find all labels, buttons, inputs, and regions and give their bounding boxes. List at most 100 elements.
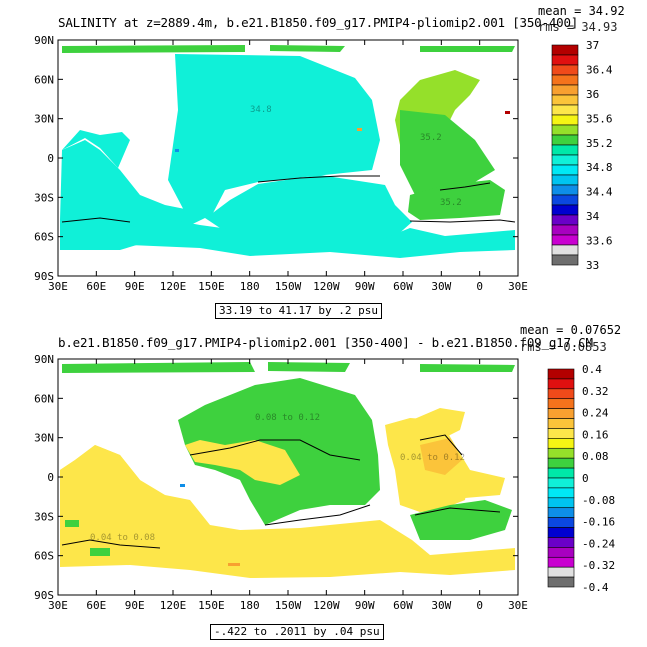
y-tick-label: 30N bbox=[34, 113, 54, 126]
colorbar-label: 0.32 bbox=[582, 385, 609, 398]
colorbar-label: 34 bbox=[586, 210, 600, 223]
colorbar-label: 36.4 bbox=[586, 63, 613, 76]
colorbar-swatch bbox=[547, 527, 575, 538]
colorbar-swatch bbox=[547, 398, 575, 409]
colorbar-swatch bbox=[547, 418, 575, 429]
y-tick-label: 60N bbox=[34, 73, 54, 86]
colorbar-swatch bbox=[547, 447, 575, 459]
colorbar-swatch bbox=[547, 576, 575, 588]
colorbar-swatch bbox=[551, 114, 579, 126]
colorbar-swatch bbox=[551, 104, 579, 116]
south-atlantic-region-1 bbox=[408, 180, 505, 220]
y-tick-label: 60S bbox=[34, 231, 54, 244]
colorbar-swatch bbox=[547, 507, 575, 518]
y-tick-label: 90N bbox=[34, 353, 54, 366]
colorbar-swatch bbox=[551, 174, 579, 186]
range-label-1: 33.19 to 41.17 by .2 psu bbox=[215, 303, 382, 319]
colorbar-label: 34.4 bbox=[586, 186, 613, 199]
colorbar-swatch bbox=[547, 537, 575, 548]
colorbar-swatch bbox=[551, 184, 579, 196]
rms-label-1: rms = 34.93 bbox=[538, 20, 618, 34]
region-value-pacific-2: 0.04 to 0.08 bbox=[90, 533, 155, 543]
x-tick-label: 0 bbox=[476, 599, 483, 612]
colorbar-swatch bbox=[551, 244, 579, 256]
y-tick-label: 30S bbox=[34, 191, 54, 204]
x-tick-label: 60W bbox=[393, 280, 413, 293]
region-value-north-pacific-2: 0.08 to 0.12 bbox=[255, 413, 320, 423]
colorbar-swatch bbox=[551, 194, 579, 206]
map-panel-2 bbox=[60, 362, 515, 578]
x-tick-label: 30W bbox=[431, 280, 451, 293]
colorbar-swatch bbox=[547, 457, 575, 469]
colorbar-label: 34.8 bbox=[586, 161, 613, 174]
y-tick-label: 90N bbox=[34, 34, 54, 47]
colorbar-swatch bbox=[551, 214, 579, 226]
chart-title-2: b.e21.B1850.f09_g17.PMIP4-pliomip2.001 [… bbox=[58, 335, 593, 350]
colorbar-swatch bbox=[551, 84, 579, 96]
x-tick-label: 30E bbox=[508, 280, 528, 293]
colorbar-label: 0.24 bbox=[582, 407, 609, 420]
colorbar-label: -0.16 bbox=[582, 516, 615, 529]
colorbar-label: 0.16 bbox=[582, 428, 609, 441]
colorbar-swatch bbox=[547, 497, 575, 509]
map-panel-1 bbox=[60, 45, 516, 258]
colorbar-label: 37 bbox=[586, 39, 599, 52]
region-value-pacific-1: 34.8 bbox=[250, 105, 272, 115]
x-tick-label: 120W bbox=[313, 599, 340, 612]
x-tick-label: 30E bbox=[48, 599, 68, 612]
x-tick-label: 90W bbox=[355, 599, 375, 612]
colorbar-swatch bbox=[551, 164, 579, 176]
x-tick-label: 60E bbox=[86, 280, 106, 293]
y-tick-label: 0 bbox=[47, 152, 54, 165]
colorbar-swatch bbox=[551, 154, 579, 166]
colorbar-swatch bbox=[551, 74, 579, 86]
chart-title-1: SALINITY at z=2889.4m, b.e21.B1850.f09_g… bbox=[58, 15, 579, 30]
x-tick-label: 150E bbox=[198, 280, 225, 293]
x-tick-label: 0 bbox=[476, 280, 483, 293]
x-tick-label: 30E bbox=[48, 280, 68, 293]
colorbar-label: 0.08 bbox=[582, 450, 609, 463]
colorbar-swatch bbox=[551, 124, 579, 136]
arctic-region-2 bbox=[62, 362, 515, 373]
colorbar-swatch bbox=[551, 94, 579, 106]
colorbar-label: -0.08 bbox=[582, 494, 615, 507]
mean-label-2: mean = 0.07652 bbox=[520, 323, 622, 337]
colorbar-label: 35.2 bbox=[586, 137, 613, 150]
colorbar-swatch bbox=[551, 254, 579, 266]
x-tick-label: 60E bbox=[86, 599, 106, 612]
colorbar-swatch bbox=[551, 64, 579, 76]
x-tick-label: 30W bbox=[431, 599, 451, 612]
colorbar-swatch bbox=[547, 566, 575, 578]
x-tick-label: 150E bbox=[198, 599, 225, 612]
y-tick-label: 90S bbox=[34, 270, 54, 283]
region-value-atlantic-2: 0.04 to 0.12 bbox=[400, 453, 465, 463]
colorbar-swatch bbox=[547, 388, 575, 400]
x-tick-label: 120W bbox=[313, 280, 340, 293]
x-tick-label: 30E bbox=[508, 599, 528, 612]
colorbar-label: 33 bbox=[586, 259, 599, 272]
southern-region-2 bbox=[60, 445, 515, 578]
colorbar-swatch bbox=[547, 487, 575, 499]
colorbar-swatch bbox=[551, 44, 579, 56]
region-value-north-atlantic-1: 35.2 bbox=[420, 133, 442, 143]
colorbar-swatch bbox=[547, 428, 575, 439]
colorbar-swatch bbox=[551, 224, 579, 236]
colorbar-swatch bbox=[551, 134, 579, 146]
colorbar-swatch bbox=[547, 467, 575, 479]
y-tick-label: 30N bbox=[34, 432, 54, 445]
region-value-south-atlantic-1: 35.2 bbox=[440, 198, 462, 208]
colorbar-swatch bbox=[547, 517, 575, 528]
y-tick-label: 0 bbox=[47, 471, 54, 484]
pacific-region-1 bbox=[168, 54, 380, 218]
x-tick-label: 90W bbox=[355, 280, 375, 293]
x-tick-label: 150W bbox=[275, 599, 302, 612]
colorbar-label: 0 bbox=[582, 472, 589, 485]
colorbar-label: 35.6 bbox=[586, 112, 613, 125]
x-tick-label: 180 bbox=[240, 599, 260, 612]
y-tick-label: 60S bbox=[34, 550, 54, 563]
y-tick-label: 60N bbox=[34, 392, 54, 405]
colorbar-label: 0.4 bbox=[582, 363, 602, 376]
colorbar-swatch bbox=[547, 438, 575, 449]
colorbar-swatch bbox=[551, 234, 579, 246]
colorbar-swatch bbox=[547, 477, 575, 489]
